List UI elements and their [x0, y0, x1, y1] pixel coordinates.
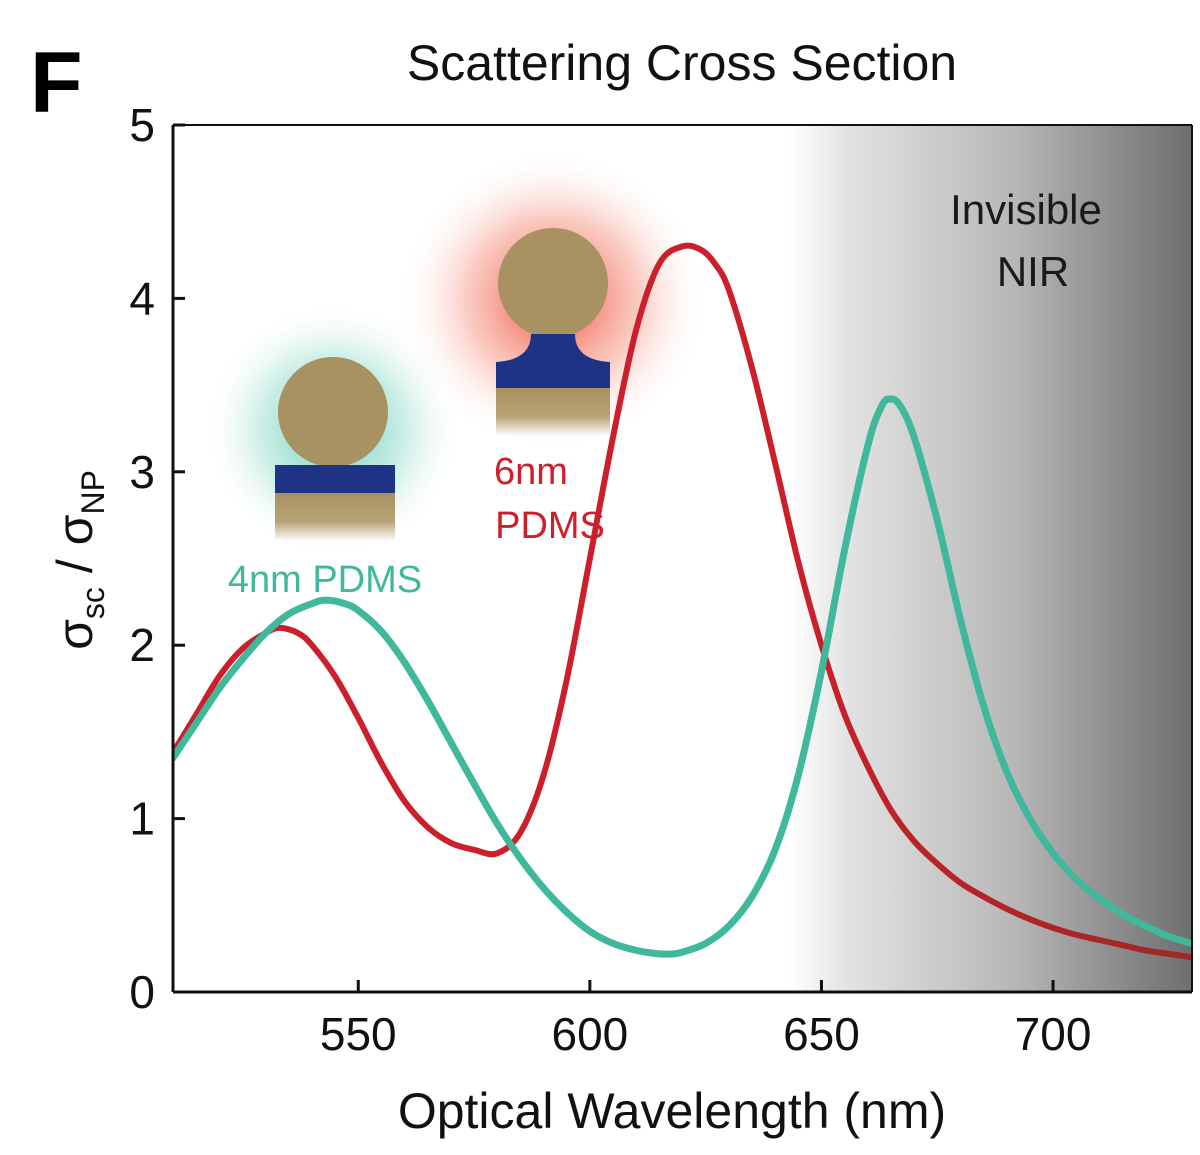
annotation-pdms: PDMS — [495, 505, 605, 547]
annotation-4nm-pdms: 4nm PDMS — [228, 559, 422, 601]
nir-region — [789, 126, 1192, 992]
inset-4nm-particle — [203, 300, 463, 560]
y-label-sigma-1: σ — [47, 619, 103, 650]
inset-6nm-particle — [398, 150, 708, 450]
series-4nm-pdms-line — [173, 395, 1192, 958]
y-tick-label-0: 0 — [129, 966, 155, 1018]
y-tick-label-2: 2 — [129, 619, 155, 671]
y-label-sub-sc: sc — [75, 587, 111, 619]
nir-label-line2: NIR — [997, 248, 1069, 295]
series-6nm-pdms-line — [173, 242, 1192, 961]
gold-nanoparticle — [498, 228, 608, 338]
y-tick-label-5: 5 — [129, 99, 155, 151]
gold-substrate — [275, 493, 395, 541]
x-tick-label-700: 700 — [1015, 1008, 1092, 1060]
x-tick-label-600: 600 — [551, 1008, 628, 1060]
y-label-sub-np: NP — [75, 470, 111, 514]
chart-title: Scattering Cross Section — [407, 35, 957, 91]
y-axis-label: σsc / σNP — [47, 470, 111, 650]
y-label-sep: / — [47, 545, 103, 587]
pdms-spacer — [275, 465, 395, 493]
y-tick-label-3: 3 — [129, 446, 155, 498]
gold-substrate — [496, 388, 610, 436]
annotation-6nm: 6nm — [494, 451, 568, 493]
ticks: 550 600 650 700 0 1 2 3 4 5 — [129, 99, 1091, 1060]
y-label-sigma-2: σ — [47, 514, 103, 545]
y-tick-label-1: 1 — [129, 793, 155, 845]
panel-label: F — [30, 35, 83, 131]
x-axis-label: Optical Wavelength (nm) — [398, 1083, 946, 1139]
x-tick-label-550: 550 — [320, 1008, 397, 1060]
nir-label-line1: Invisible — [950, 186, 1102, 233]
y-tick-label-4: 4 — [129, 272, 155, 324]
gold-nanoparticle — [278, 357, 388, 467]
pdms-spacer — [496, 334, 610, 388]
x-tick-label-650: 650 — [783, 1008, 860, 1060]
